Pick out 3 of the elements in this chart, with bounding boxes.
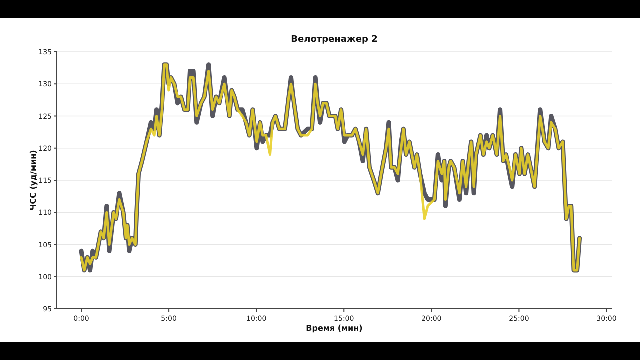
- chart-title: Велотренажер 2: [291, 35, 378, 45]
- x-axis-title: Время (мин): [306, 324, 363, 333]
- y-axis-title: ЧСС (уд/мин): [29, 150, 38, 211]
